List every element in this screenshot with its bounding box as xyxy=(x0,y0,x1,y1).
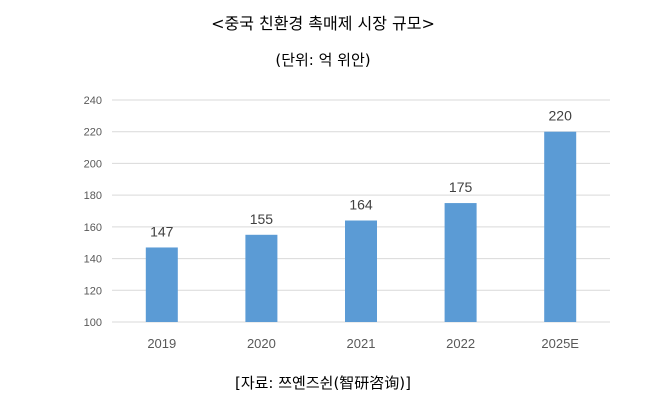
y-tick-label: 120 xyxy=(84,285,102,297)
y-tick-label: 180 xyxy=(84,190,102,202)
bar-2025E xyxy=(544,131,577,322)
bars xyxy=(145,131,577,322)
source-note: [자료: 쯔옌즈쉰(智研咨询)] xyxy=(234,374,412,392)
data-label: 175 xyxy=(449,179,473,195)
y-tick-label: 160 xyxy=(84,222,102,234)
x-tick-label: 2019 xyxy=(147,336,176,351)
data-label: 147 xyxy=(150,223,174,239)
x-tick-label: 2022 xyxy=(446,336,475,351)
y-tick-label: 200 xyxy=(84,158,102,170)
chart-subtitle: (단위: 억 위안) xyxy=(275,51,371,69)
bar-2021 xyxy=(345,220,377,322)
y-axis-ticks: 100 120 140 160 180 200 220 240 xyxy=(84,95,102,329)
x-tick-label: 2020 xyxy=(247,336,276,351)
bar-2022 xyxy=(444,203,477,322)
x-tick-label: 2021 xyxy=(347,336,376,351)
y-tick-label: 100 xyxy=(84,317,102,329)
y-tick-label: 140 xyxy=(84,254,102,266)
bar-2020 xyxy=(245,234,278,322)
data-label: 164 xyxy=(349,197,373,213)
y-tick-label: 220 xyxy=(84,127,102,139)
x-tick-label: 2025E xyxy=(541,336,579,351)
data-labels: 147 155 164 175 220 xyxy=(150,108,572,240)
data-label: 220 xyxy=(549,108,573,124)
y-tick-label: 240 xyxy=(84,95,102,107)
chart-title: <중국 친환경 촉매제 시장 규모> xyxy=(211,14,435,33)
gridlines xyxy=(112,99,610,323)
bar-2019 xyxy=(145,247,178,322)
x-axis-ticks: 2019 2020 2021 2022 2025E xyxy=(147,336,579,351)
data-label: 155 xyxy=(250,211,274,227)
